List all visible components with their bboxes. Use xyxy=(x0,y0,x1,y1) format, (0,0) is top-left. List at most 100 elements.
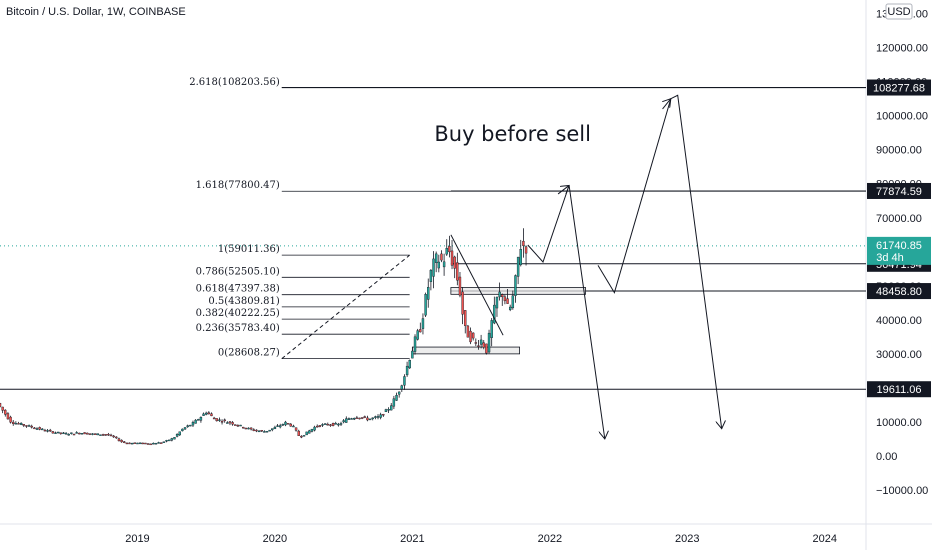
zone-rectangle[interactable] xyxy=(411,346,520,355)
candle-down xyxy=(6,413,10,420)
candle-up xyxy=(321,424,324,426)
x-tick-label: 2021 xyxy=(400,533,424,545)
candle-down xyxy=(318,425,322,427)
candle-up xyxy=(75,432,78,434)
candle-up xyxy=(138,442,142,445)
x-tick-label: 2024 xyxy=(813,533,837,545)
projection-path[interactable] xyxy=(597,94,722,428)
candle-up xyxy=(64,433,68,435)
candle-down xyxy=(128,442,131,445)
candle-down xyxy=(419,329,422,333)
currency-label: USD xyxy=(887,6,910,18)
candle-down xyxy=(471,332,475,339)
candle-up xyxy=(181,428,184,432)
candle-up xyxy=(498,291,501,298)
candle-up xyxy=(424,294,427,316)
candle-up xyxy=(62,432,65,435)
projection-path[interactable] xyxy=(527,185,605,439)
candle-up xyxy=(310,428,314,432)
candle-down xyxy=(146,443,150,445)
candle-down xyxy=(4,409,7,415)
projection-path[interactable] xyxy=(450,234,504,336)
candle-up xyxy=(416,330,419,340)
fib-level-label: 0.5(43809.81) xyxy=(208,296,280,307)
candle-down xyxy=(316,425,319,428)
projection-arrow-peak[interactable] xyxy=(663,99,671,110)
candle-up xyxy=(434,253,438,263)
candle-up xyxy=(154,443,158,445)
candle-down xyxy=(458,276,462,296)
x-tick-label: 2020 xyxy=(263,533,287,545)
candle-up xyxy=(186,425,189,428)
candle-up xyxy=(400,385,404,390)
candle-up xyxy=(390,405,393,411)
candle-down xyxy=(244,427,248,430)
candle-up xyxy=(157,442,160,444)
candle-down xyxy=(0,403,2,407)
candle-up xyxy=(136,442,139,445)
candle-down xyxy=(453,256,456,269)
current-price-tag xyxy=(867,236,931,265)
candle-down xyxy=(125,442,129,445)
candle-down xyxy=(149,443,152,446)
candle-up xyxy=(405,365,409,376)
candle-up xyxy=(392,398,396,407)
candle-up xyxy=(268,429,271,432)
candle-up xyxy=(189,424,192,427)
candle-down xyxy=(466,325,470,338)
candle-up xyxy=(271,428,274,431)
price-level-tag-label: 77874.59 xyxy=(876,186,922,198)
candle-down xyxy=(49,429,52,432)
candle-up xyxy=(421,318,425,329)
zone-rectangle[interactable] xyxy=(450,287,586,295)
candle-down xyxy=(25,425,28,427)
candle-down xyxy=(506,298,509,304)
candle-down xyxy=(144,442,147,445)
candle-up xyxy=(432,258,435,277)
candle-up xyxy=(257,430,261,433)
candle-up xyxy=(247,427,250,430)
candle-up xyxy=(387,409,390,411)
price-level-tag xyxy=(867,381,931,398)
candle-up xyxy=(411,350,414,359)
candle-up xyxy=(379,414,382,418)
candle-down xyxy=(12,421,15,424)
candle-up xyxy=(445,247,448,255)
candle-up xyxy=(276,425,279,427)
y-tick-label: 90000.00 xyxy=(876,145,922,157)
candle-up xyxy=(67,434,70,436)
candle-down xyxy=(86,432,89,435)
candle-down xyxy=(382,413,385,416)
candle-up xyxy=(305,431,308,436)
currency-badge[interactable] xyxy=(885,3,913,20)
candle-up xyxy=(519,249,522,266)
projection-arrow-top[interactable] xyxy=(557,185,569,195)
y-tick-label: 30000.00 xyxy=(876,349,922,361)
candle-up xyxy=(41,428,44,431)
candle-down xyxy=(83,432,86,435)
candle-up xyxy=(27,425,31,427)
y-tick-label: 10000.00 xyxy=(876,417,922,429)
candle-down xyxy=(210,413,213,417)
candle-down xyxy=(112,435,115,438)
candle-down xyxy=(30,425,33,428)
candle-down xyxy=(207,412,211,415)
candle-down xyxy=(93,433,97,435)
candle-up xyxy=(273,426,277,430)
candle-up xyxy=(218,419,221,421)
candle-up xyxy=(226,422,229,424)
x-tick-label: 2023 xyxy=(675,533,699,545)
candle-down xyxy=(289,423,292,427)
candle-up xyxy=(80,433,84,435)
candle-down xyxy=(9,416,12,423)
candle-up xyxy=(495,296,499,309)
price-level-tag xyxy=(867,182,931,199)
current-price-label: 61740.85 xyxy=(876,240,922,252)
candle-down xyxy=(331,423,335,426)
candle-up xyxy=(427,287,430,300)
candle-up xyxy=(442,261,446,268)
x-tick-label: 2019 xyxy=(125,533,149,545)
candle-down xyxy=(231,422,234,425)
